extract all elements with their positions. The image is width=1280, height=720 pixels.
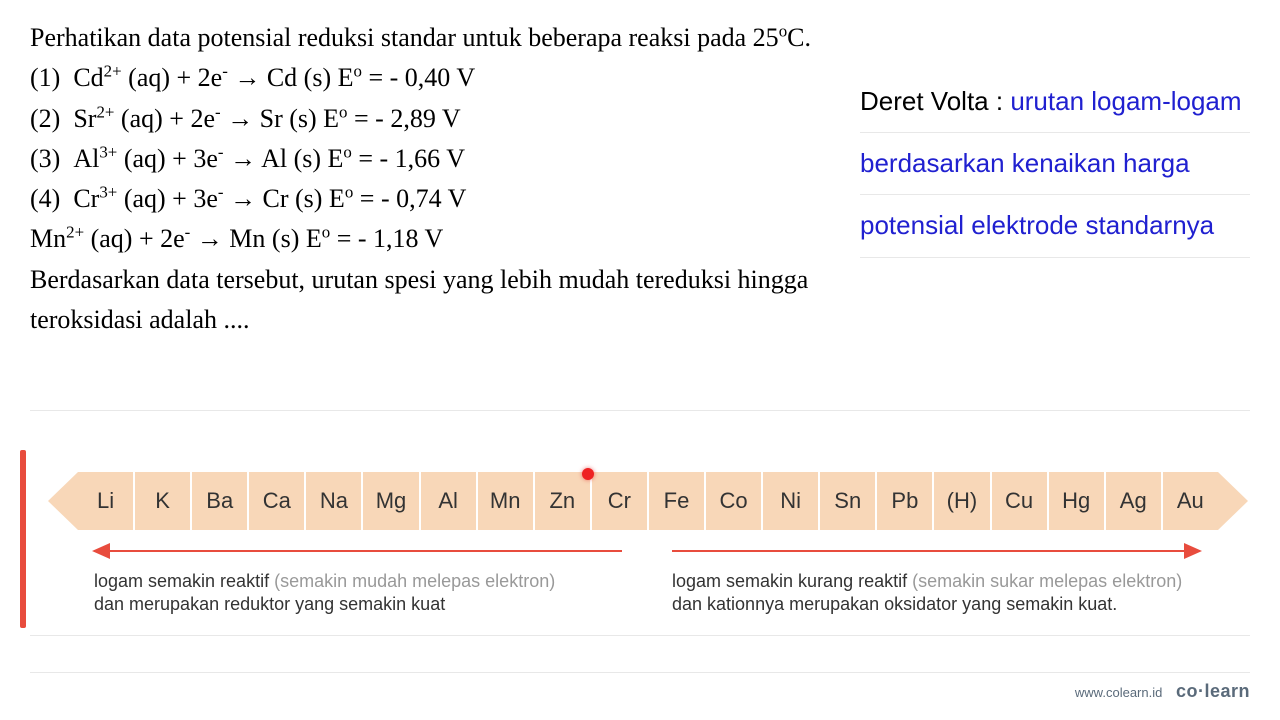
equation-line: (1) Cd2+ (aq) + 2e- → Cd (s) Eo = - 0,40… [30, 58, 820, 98]
volta-def-2: berdasarkan kenaikan harga [860, 148, 1190, 178]
definition-line-3: potensial elektrode standarnya [860, 197, 1250, 257]
left-caption: logam semakin reaktif (semakin mudah mel… [94, 570, 622, 617]
element-cell: Cu [992, 472, 1049, 530]
element-cell: Ag [1106, 472, 1163, 530]
element-cell: Li [78, 472, 135, 530]
right-caption: logam semakin kurang reaktif (semakin su… [672, 570, 1200, 617]
volta-def-3: potensial elektrode standarnya [860, 210, 1214, 240]
element-cell: Au [1163, 472, 1218, 530]
footer-url: www.colearn.id [1075, 685, 1162, 700]
arrow-left-head-icon [48, 472, 78, 530]
element-cell: K [135, 472, 192, 530]
question-intro-text: Perhatikan data potensial reduksi standa… [30, 23, 779, 52]
equation-line: (2) Sr2+ (aq) + 2e- → Sr (s) Eo = - 2,89… [30, 99, 820, 139]
element-bar: LiKBaCaNaMgAlMnZnCrFeCoNiSnPb(H)CuHgAgAu [48, 472, 1248, 530]
extra-equation: Mn2+ (aq) + 2e- → Mn (s) Eo = - 1,18 V [30, 219, 820, 259]
element-cell: Al [421, 472, 478, 530]
right-arrow-group: logam semakin kurang reaktif (semakin su… [672, 550, 1200, 617]
volta-label: Deret Volta : [860, 86, 1010, 116]
right-arrow-icon [672, 550, 1200, 552]
question-intro: Perhatikan data potensial reduksi standa… [30, 18, 820, 58]
reactivity-arrows: logam semakin reaktif (semakin mudah mel… [94, 550, 1200, 617]
definition-block: Deret Volta : urutan logam-logam berdasa… [860, 18, 1250, 340]
element-cell: Na [306, 472, 363, 530]
left-arrow-icon [94, 550, 622, 552]
element-cells: LiKBaCaNaMgAlMnZnCrFeCoNiSnPb(H)CuHgAgAu [78, 472, 1218, 530]
element-cell: Mn [478, 472, 535, 530]
question-tail: Berdasarkan data tersebut, urutan spesi … [30, 260, 820, 341]
element-cell: Pb [877, 472, 934, 530]
volta-series: LiKBaCaNaMgAlMnZnCrFeCoNiSnPb(H)CuHgAgAu… [20, 450, 1260, 630]
footer-brand: co·learn [1176, 681, 1250, 701]
equation-line: (4) Cr3+ (aq) + 3e- → Cr (s) Eo = - 0,74… [30, 179, 820, 219]
element-cell: Cr [592, 472, 649, 530]
left-arrow-group: logam semakin reaktif (semakin mudah mel… [94, 550, 622, 617]
pointer-dot-icon [582, 468, 594, 480]
arrow-right-head-icon [1218, 472, 1248, 530]
definition-line-1: Deret Volta : urutan logam-logam [860, 73, 1250, 133]
element-cell: Mg [363, 472, 420, 530]
element-cell: Hg [1049, 472, 1106, 530]
accent-bar [20, 450, 26, 628]
question-block: Perhatikan data potensial reduksi standa… [30, 18, 820, 340]
element-cell: Sn [820, 472, 877, 530]
element-cell: Ni [763, 472, 820, 530]
element-cell: Fe [649, 472, 706, 530]
equation-line: (3) Al3+ (aq) + 3e- → Al (s) Eo = - 1,66… [30, 139, 820, 179]
element-cell: Ba [192, 472, 249, 530]
volta-def-1: urutan logam-logam [1010, 86, 1241, 116]
element-cell: Ca [249, 472, 306, 530]
element-cell: Zn [535, 472, 592, 530]
equation-list: (1) Cd2+ (aq) + 2e- → Cd (s) Eo = - 0,40… [30, 58, 820, 219]
element-cell: Co [706, 472, 763, 530]
footer: www.colearn.id co·learn [1075, 681, 1250, 702]
element-cell: (H) [934, 472, 991, 530]
definition-line-2: berdasarkan kenaikan harga [860, 135, 1250, 195]
